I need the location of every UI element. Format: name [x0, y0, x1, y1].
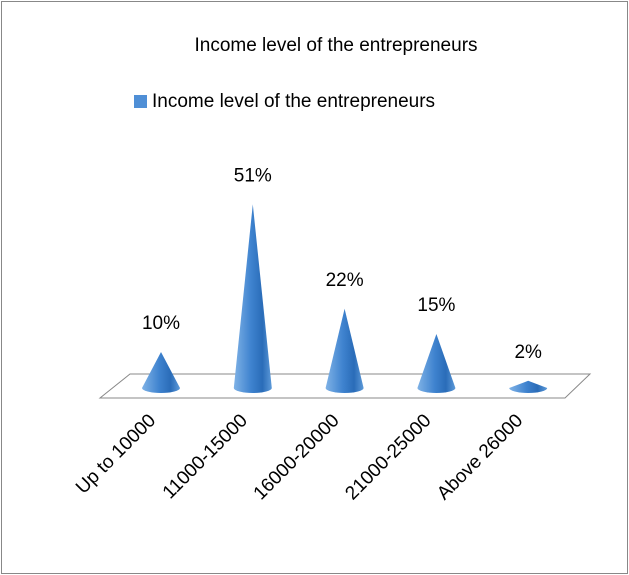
data-label: 22%: [326, 270, 364, 291]
chart-title: Income level of the entrepreneurs: [194, 35, 477, 56]
cone: [325, 308, 364, 393]
legend-swatch: [134, 95, 147, 108]
data-label: 10%: [142, 313, 180, 334]
data-label: 51%: [234, 165, 272, 186]
cone: [417, 334, 456, 393]
data-label: 2%: [514, 342, 542, 363]
data-label: 15%: [417, 295, 455, 316]
legend-label: Income level of the entrepreneurs: [152, 91, 435, 112]
cone: [233, 204, 272, 393]
cone: [509, 380, 548, 393]
cone: [142, 352, 180, 393]
